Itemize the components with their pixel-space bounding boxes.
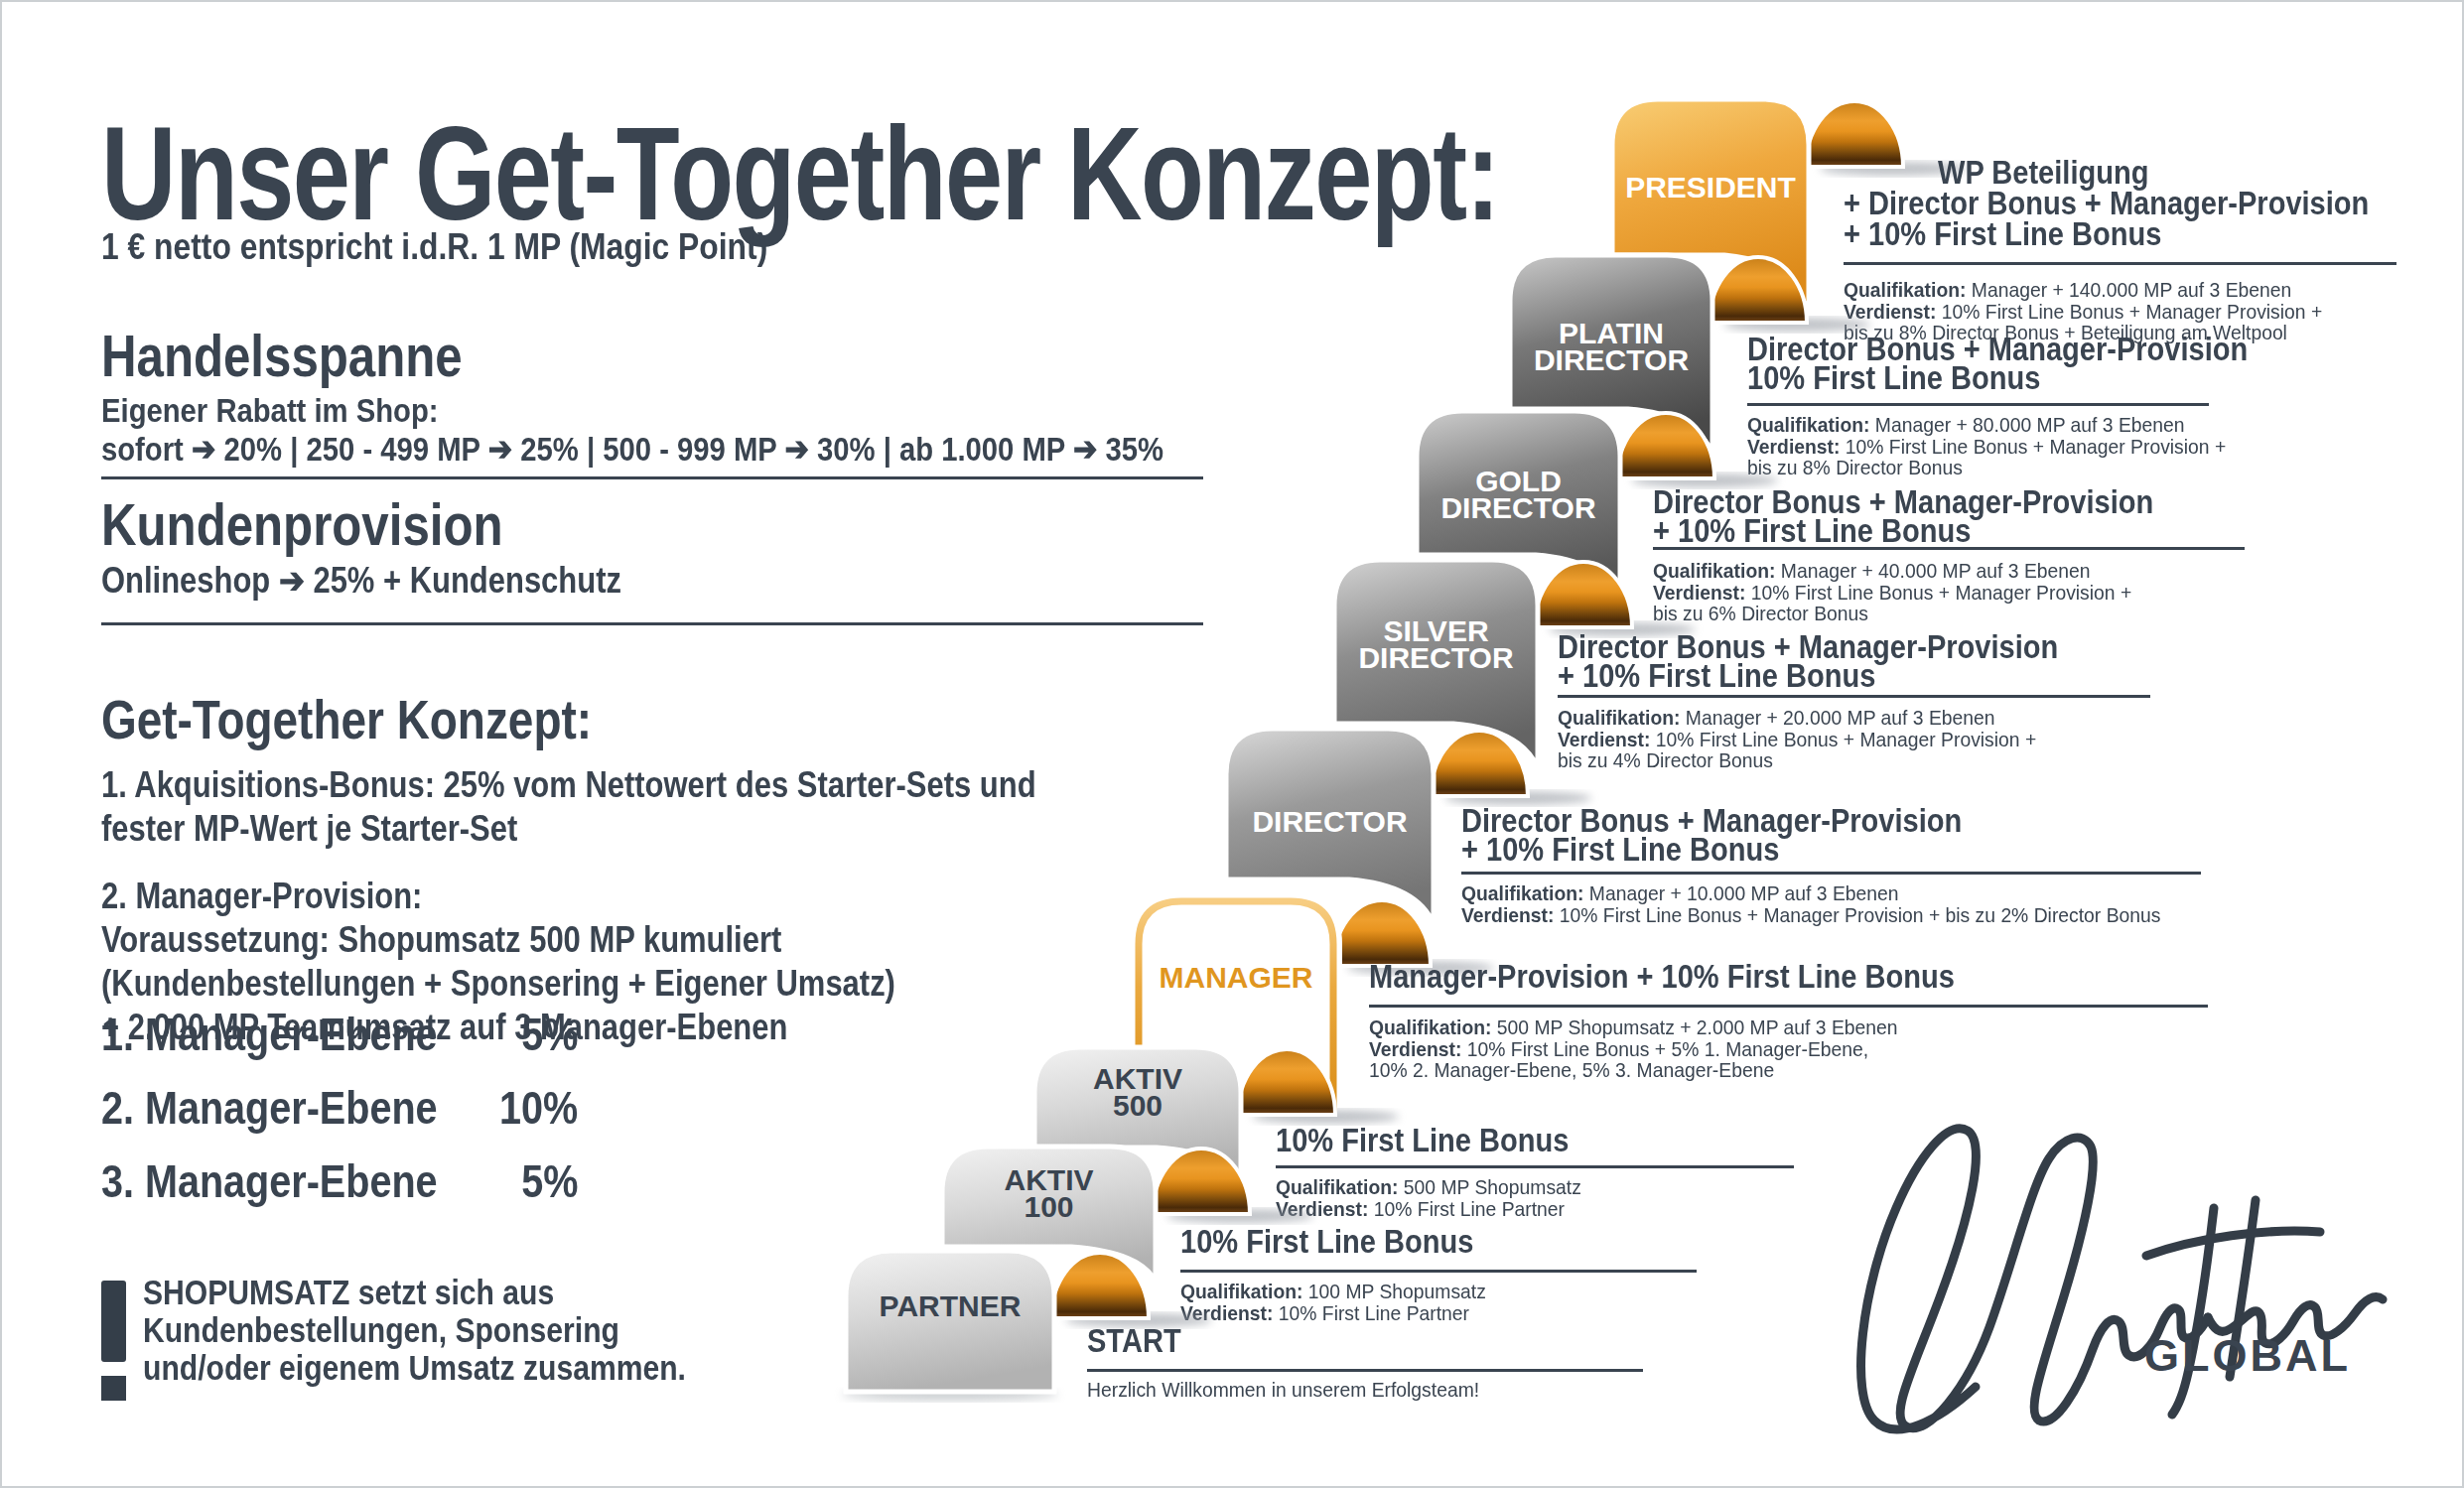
manager-level-value: 5%: [521, 1154, 578, 1208]
subtitle: 1 € netto entspricht i.d.R. 1 MP (Magic …: [101, 226, 767, 268]
rank-desc-divider: [1369, 1005, 2208, 1008]
manager-level-label: 3. Manager-Ebene: [101, 1154, 438, 1208]
detail-text: 500 MP Shopumsatz: [1398, 1175, 1580, 1198]
section3-heading: Get-Together Konzept:: [101, 687, 592, 751]
rank-desc-detail-line: Verdienst: 10% First Line Bonus + Manage…: [1558, 729, 2036, 750]
section1-heading: Handelsspanne: [101, 322, 463, 390]
musthave-signature: [1819, 1079, 2414, 1466]
section2-heading: Kundenprovision: [101, 490, 503, 559]
rank-desc-detail-line: Qualifikation: Manager + 140.000 MP auf …: [1844, 279, 2291, 301]
detail-text: Manager + 80.000 MP auf 3 Ebenen: [1869, 413, 2184, 436]
paragraph1-line1: 1. Akquisitions-Bonus: 25% vom Nettowert…: [101, 764, 1036, 806]
paragraph2-line1: 2. Manager-Provision:: [101, 876, 422, 917]
rank-desc-divider: [1558, 695, 2150, 698]
rank-desc-detail-line: Herzlich Willkommen in unserem Erfolgste…: [1087, 1379, 1479, 1401]
rank-label-gold: GOLDDIRECTOR: [1417, 468, 1620, 521]
rank-label-aktiv500: AKTIV500: [1034, 1065, 1241, 1119]
detail-label: Qualifikation:: [1369, 1015, 1491, 1038]
manager-level-row: 2. Manager-Ebene 10%: [101, 1081, 578, 1135]
rank-desc-divider: [1087, 1369, 1643, 1372]
rank-desc-detail-line: 10% 2. Manager-Ebene, 5% 3. Manager-Eben…: [1369, 1059, 1774, 1081]
rank-label-aktiv100: AKTIV100: [942, 1166, 1156, 1220]
detail-text: Manager + 140.000 MP auf 3 Ebenen: [1966, 278, 2291, 301]
rank-desc-divider: [1747, 403, 2209, 406]
rank-desc-divider: [1653, 547, 2245, 550]
infographic-canvas: Unser Get-Together Konzept: 1 € netto en…: [0, 0, 2464, 1488]
detail-text: 10% First Line Bonus + Manager Provision…: [1840, 435, 2226, 458]
note-line3: und/oder eigenem Umsatz zusammen.: [143, 1348, 686, 1388]
manager-level-row: 1. Manager-Ebene 5%: [101, 1008, 578, 1061]
detail-text: 10% First Line Bonus + Manager Provision…: [1745, 581, 2131, 604]
rank-desc-title-line: + 10% First Line Bonus: [1461, 835, 1779, 864]
detail-text: 10% First Line Bonus + Manager Provision…: [1936, 300, 2322, 323]
rank-desc-title-line: + 10% First Line Bonus: [1844, 219, 2161, 248]
rank-desc-detail-line: Qualifikation: 500 MP Shopumsatz + 2.000…: [1369, 1016, 1897, 1038]
section1-line2: sofort ➔ 20% | 250 - 499 MP ➔ 25% | 500 …: [101, 429, 1164, 469]
manager-level-value: 5%: [521, 1008, 578, 1061]
rank-desc-detail-line: Qualifikation: Manager + 10.000 MP auf 3…: [1461, 882, 1899, 904]
paragraph1-line2: fester MP-Wert je Starter-Set: [101, 808, 517, 850]
rank-desc-detail-line: Verdienst: 10% First Line Bonus + 5% 1. …: [1369, 1038, 1868, 1060]
manager-level-label: 2. Manager-Ebene: [101, 1081, 438, 1135]
detail-text: 10% First Line Partner: [1273, 1301, 1469, 1324]
detail-text: 10% First Line Bonus + 5% 1. Manager-Ebe…: [1461, 1037, 1868, 1060]
rank-desc-divider: [1461, 872, 2201, 875]
rank-desc-detail-line: Verdienst: 10% First Line Bonus + Manage…: [1844, 301, 2322, 323]
rank-desc-divider: [1180, 1270, 1697, 1273]
rank-label-silver: SILVERDIRECTOR: [1334, 617, 1538, 671]
rank-desc-detail-line: Verdienst: 10% First Line Bonus + Manage…: [1461, 904, 2160, 926]
rank-label-president: PRESIDENT: [1612, 174, 1809, 201]
detail-text: Manager + 20.000 MP auf 3 Ebenen: [1680, 706, 1994, 729]
rank-desc-detail-line: Qualifikation: Manager + 80.000 MP auf 3…: [1747, 414, 2185, 436]
rank-desc-detail-line: Qualifikation: Manager + 20.000 MP auf 3…: [1558, 707, 1995, 729]
detail-text: Manager + 10.000 MP auf 3 Ebenen: [1583, 881, 1898, 904]
rank-desc-title-line: WP Beteiligung: [1938, 158, 2148, 187]
rank-desc-title-line: + 10% First Line Bonus: [1653, 516, 1971, 545]
rank-desc-title-line: + 10% First Line Bonus: [1558, 661, 1875, 690]
note-line2: Kundenbestellungen, Sponsering: [143, 1310, 619, 1350]
paragraph2-line2: Voraussetzung: Shopumsatz 500 MP kumulie…: [101, 919, 781, 961]
rank-desc-divider: [1844, 262, 2396, 265]
brand-global: GLOBAL: [2144, 1330, 2351, 1382]
rank-desc-title-line: + Director Bonus + Manager-Provision: [1844, 189, 2369, 217]
divider-2: [101, 622, 1203, 625]
divider-1: [101, 476, 1203, 479]
note-line1: SHOPUMSATZ setzt sich aus: [143, 1273, 554, 1312]
paragraph2-line3: (Kundenbestellungen + Sponsering + Eigen…: [101, 963, 895, 1005]
detail-text: 10% First Line Bonus + Manager Provision…: [1650, 728, 2036, 750]
manager-level-row: 3. Manager-Ebene 5%: [101, 1154, 578, 1208]
rank-label-director: DIRECTOR: [1226, 808, 1434, 835]
detail-text: Manager + 40.000 MP auf 3 Ebenen: [1775, 559, 2090, 582]
section2-line1: Onlineshop ➔ 25% + Kundenschutz: [101, 560, 621, 602]
detail-text: 100 MP Shopumsatz: [1302, 1280, 1485, 1302]
detail-text: 10% First Line Bonus + Manager Provision…: [1554, 903, 2160, 926]
detail-text: 500 MP Shopumsatz + 2.000 MP auf 3 Ebene…: [1491, 1015, 1897, 1038]
rank-label-manager: MANAGER: [1136, 964, 1336, 991]
rank-desc-divider: [1276, 1165, 1794, 1168]
manager-level-value: 10%: [499, 1081, 578, 1135]
rank-desc-detail-line: Verdienst: 10% First Line Bonus + Manage…: [1653, 582, 2131, 604]
rank-label-partner: PARTNER: [846, 1292, 1054, 1319]
rank-desc-title-line: Manager-Provision + 10% First Line Bonus: [1369, 962, 1955, 991]
section1-line1: Eigener Rabatt im Shop:: [101, 391, 439, 430]
rank-desc-title-line: START: [1087, 1326, 1181, 1355]
rank-label-platin: PLATINDIRECTOR: [1510, 320, 1712, 373]
manager-level-label: 1. Manager-Ebene: [101, 1008, 438, 1061]
detail-text: 10% First Line Partner: [1368, 1197, 1565, 1220]
rank-desc-title-line: 10% First Line Bonus: [1747, 363, 2040, 392]
rank-desc-detail-line: Verdienst: 10% First Line Bonus + Manage…: [1747, 436, 2226, 458]
